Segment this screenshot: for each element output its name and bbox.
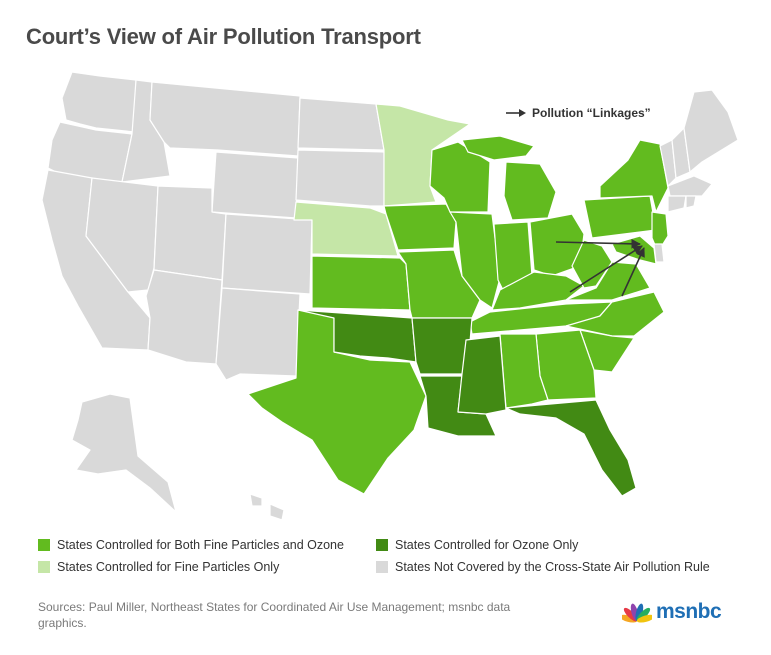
state-montana	[149, 81, 301, 157]
logo-text: msnbc	[656, 600, 722, 623]
linkage-arrow	[555, 238, 641, 249]
legend-item-fine: States Controlled for Fine Particles Onl…	[38, 560, 376, 574]
state-maryland	[611, 235, 657, 265]
state-illinois	[449, 211, 501, 309]
state-washington	[61, 71, 137, 133]
linkage-arrow	[621, 247, 645, 297]
sources-note: Sources: Paul Miller, Northeast States f…	[38, 600, 511, 630]
legend: States Controlled for Both Fine Particle…	[38, 538, 756, 574]
legend-item-ozone: States Controlled for Ozone Only	[376, 538, 756, 552]
linkage-arrow	[569, 245, 643, 293]
legend-swatch-ozone	[376, 539, 388, 551]
state-south-dakota	[295, 149, 385, 207]
state-michigan	[503, 161, 557, 221]
linkage-key: Pollution “Linkages”	[506, 106, 651, 120]
legend-swatch-both	[38, 539, 50, 551]
state-maine	[683, 89, 739, 173]
msnbc-logo: msnbc	[622, 600, 722, 624]
state-florida	[505, 399, 637, 497]
peacock-icon	[622, 603, 652, 623]
linkage-key-label: Pollution “Linkages”	[532, 106, 651, 120]
state-alaska	[71, 393, 177, 513]
legend-label: States Controlled for Ozone Only	[395, 538, 579, 552]
state-nebraska	[293, 201, 399, 257]
state-texas	[247, 309, 427, 495]
state-pennsylvania	[583, 195, 657, 239]
state-delaware	[653, 243, 665, 263]
state-colorado	[221, 213, 313, 295]
state-michigan-up	[461, 135, 535, 161]
legend-label: States Not Covered by the Cross-State Ai…	[395, 560, 710, 574]
state-kansas	[311, 255, 411, 311]
state-hawaii-2	[269, 503, 285, 521]
linkage-arrows	[555, 238, 645, 297]
legend-swatch-none	[376, 561, 388, 573]
state-arizona	[145, 269, 223, 365]
legend-item-none: States Not Covered by the Cross-State Ai…	[376, 560, 756, 574]
states-layer	[41, 71, 739, 521]
state-kentucky	[491, 271, 585, 311]
state-rhode-island	[685, 195, 697, 209]
state-wyoming	[211, 151, 299, 219]
state-new-mexico	[215, 287, 301, 381]
state-mississippi	[457, 335, 507, 415]
state-hawaii	[249, 493, 263, 507]
state-new-jersey	[651, 211, 669, 253]
state-wisconsin	[429, 141, 491, 213]
legend-swatch-fine	[38, 561, 50, 573]
legend-item-both: States Controlled for Both Fine Particle…	[38, 538, 376, 552]
legend-label: States Controlled for Both Fine Particle…	[57, 538, 344, 552]
state-massachusetts	[667, 175, 713, 197]
arrow-right-icon	[506, 109, 526, 117]
state-connecticut	[667, 195, 687, 213]
page-title: Court’s View of Air Pollution Transport	[26, 24, 421, 49]
legend-label: States Controlled for Fine Particles Onl…	[57, 560, 280, 574]
state-north-dakota	[297, 97, 385, 151]
